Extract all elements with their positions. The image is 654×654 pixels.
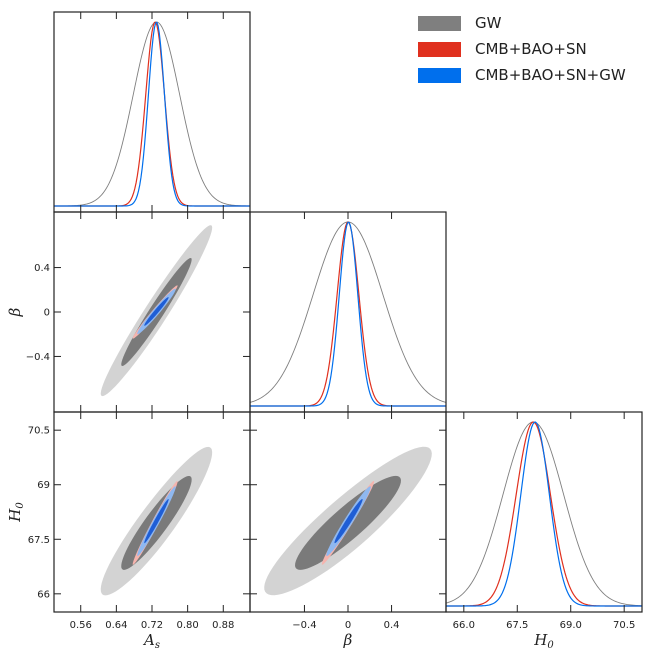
contour-panel-beta-H_0 [264, 446, 432, 596]
legend-swatch-cmb-bao-sn [418, 41, 461, 57]
x-axis-title-beta: β [343, 631, 353, 649]
marginal-panel-A_s [54, 21, 251, 207]
legend-label-gw: GW [475, 14, 502, 32]
legend: GW CMB+BAO+SN CMB+BAO+SN+GW [418, 10, 626, 88]
y-tick-label-beta: 0.4 [34, 263, 50, 274]
legend-entry-cmb-bao-sn-gw: CMB+BAO+SN+GW [418, 62, 626, 88]
y-tick-label-H_0: 66 [37, 589, 50, 600]
x-axis-title-sub: 0 [547, 640, 554, 651]
marginal-beta-cmb-bao-sn-gw [250, 221, 446, 407]
x-tick-label-H_0: 66.0 [453, 620, 475, 631]
panel-frame-2-2 [445, 411, 643, 613]
marginal-H_0-cmb-bao-sn [446, 421, 642, 607]
panel-frame-0-0 [53, 11, 251, 213]
legend-swatch-gw [418, 15, 461, 31]
y-tick-label-H_0: 69 [37, 480, 50, 491]
x-axis-title-H_0: H0 [533, 631, 554, 651]
x-tick-label-beta: 0 [345, 620, 351, 631]
legend-entry-gw: GW [418, 10, 626, 36]
x-tick-label-A_s: 0.56 [70, 620, 92, 631]
x-tick-label-A_s: 0.64 [105, 620, 127, 631]
y-axis-title-H_0: H0 [6, 502, 26, 523]
y-axis-title-beta: β [6, 307, 24, 317]
y-axis-title-sub: 0 [15, 502, 26, 509]
contour-panel-A_s-beta [100, 225, 213, 397]
marginal-A_s-gw [54, 21, 251, 207]
legend-label-cmb-bao-sn: CMB+BAO+SN [475, 40, 587, 58]
contour-cmb-bao-sn-gw-68 [144, 297, 169, 326]
y-tick-label-H_0: 67.5 [28, 535, 50, 546]
x-tick-label-A_s: 0.88 [212, 620, 234, 631]
x-tick-label-beta: 0.4 [384, 620, 400, 631]
contour-cmb-bao-sn-gw-68 [144, 498, 169, 544]
marginal-A_s-cmb-bao-sn-gw [54, 21, 250, 207]
y-tick-label-beta: 0 [44, 308, 50, 319]
x-tick-label-A_s: 0.80 [177, 620, 199, 631]
x-tick-label-H_0: 69.0 [560, 620, 582, 631]
x-tick-label-A_s: 0.72 [141, 620, 163, 631]
x-tick-label-H_0: 70.5 [613, 620, 635, 631]
marginal-H_0-gw [445, 421, 643, 607]
y-tick-label-beta: −0.4 [26, 352, 50, 363]
panel-frame-1-1 [249, 211, 447, 413]
y-tick-label-H_0: 70.5 [28, 426, 50, 437]
legend-label-cmb-bao-sn-gw: CMB+BAO+SN+GW [475, 66, 626, 84]
legend-swatch-cmb-bao-sn-gw [418, 67, 461, 83]
x-axis-title-sub: s [155, 640, 160, 651]
x-axis-title-A_s: As [142, 631, 160, 651]
marginal-panel-H_0 [445, 421, 643, 607]
contour-cmb-bao-sn-gw-68 [334, 499, 363, 544]
contour-panel-A_s-H_0 [100, 446, 213, 596]
marginal-beta-cmb-bao-sn [250, 221, 446, 407]
x-tick-label-beta: −0.4 [292, 620, 316, 631]
marginal-beta-gw [249, 221, 447, 403]
marginal-panel-beta [249, 221, 447, 407]
marginal-H_0-cmb-bao-sn-gw [446, 421, 642, 607]
x-tick-label-H_0: 67.5 [506, 620, 528, 631]
legend-entry-cmb-bao-sn: CMB+BAO+SN [418, 36, 626, 62]
